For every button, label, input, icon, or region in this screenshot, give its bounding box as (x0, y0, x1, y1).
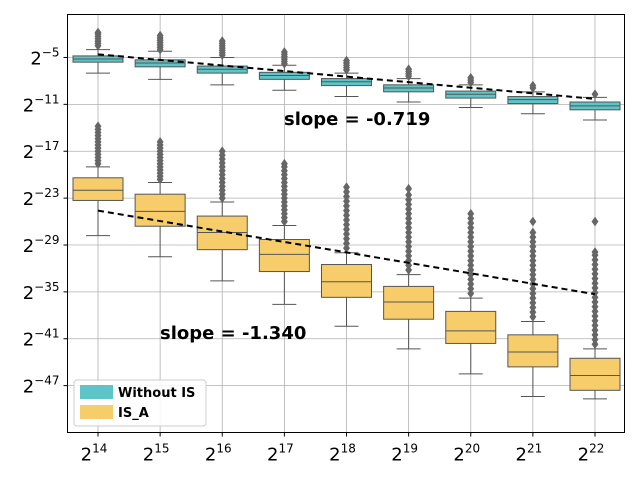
box-body (507, 334, 559, 368)
box-body (569, 357, 621, 391)
y-tick-label: 2−41 (23, 327, 60, 351)
y-tick-exponent: −35 (34, 280, 59, 294)
y-tick-label: 2−17 (23, 139, 60, 163)
trend-line-is-a (97, 209, 596, 296)
outlier-marker (467, 72, 475, 83)
x-tick-exponent: 16 (216, 442, 231, 456)
box-is-a (258, 158, 310, 305)
outlier-marker (156, 136, 164, 147)
outlier-marker (94, 27, 102, 38)
box-without-is (383, 64, 435, 103)
outlier-marker (218, 146, 226, 157)
box-body (383, 285, 435, 320)
box-body (72, 177, 124, 201)
outlier-marker (529, 227, 537, 238)
box-body (445, 310, 497, 344)
x-tick-exponent: 18 (341, 442, 356, 456)
y-tick-exponent: −23 (34, 186, 59, 200)
x-tick-label: 217 (267, 442, 294, 466)
x-tick-exponent: 22 (589, 442, 604, 456)
box-is-a (507, 216, 559, 398)
box-is-a (569, 216, 621, 400)
x-tick-exponent: 19 (403, 442, 418, 456)
outlier-marker (405, 64, 413, 75)
box-without-is (507, 80, 559, 115)
y-tick-exponent: −41 (34, 327, 59, 341)
outlier-marker (342, 55, 351, 66)
x-tick-label: 221 (516, 442, 543, 466)
outlier-marker (405, 190, 413, 200)
outlier-marker (280, 158, 288, 169)
outlier-marker (529, 80, 537, 91)
outlier-marker (405, 183, 413, 194)
box-without-is (134, 30, 186, 80)
outlier-marker (591, 89, 599, 100)
outlier-marker (467, 208, 475, 219)
legend-swatch-without-is (80, 385, 113, 399)
legend-label-is-a: IS_A (118, 406, 149, 421)
y-tick-label: 2−35 (23, 280, 60, 304)
y-tick-label: 2−5 (30, 45, 59, 69)
legend-swatch-is-a (80, 405, 113, 419)
box-without-is (72, 27, 124, 74)
y-tick-label: 2−23 (23, 186, 60, 210)
outlier-marker (280, 47, 288, 57)
box-without-is (196, 36, 248, 86)
y-tick-label: 2−11 (23, 92, 60, 116)
x-tick-exponent: 21 (527, 442, 542, 456)
y-tick-exponent: −11 (34, 92, 59, 106)
box-is-a (321, 182, 372, 327)
y-tick-exponent: −47 (34, 374, 59, 388)
outlier-marker (591, 216, 599, 227)
box-is-a (72, 121, 124, 237)
x-tick-label: 215 (143, 442, 170, 466)
legend: Without IS IS_A (73, 379, 207, 427)
slope-label-without-is: slope = -0.719 (284, 109, 430, 130)
x-tick-exponent: 20 (465, 442, 480, 456)
box-without-is (321, 55, 372, 98)
x-tick-exponent: 17 (278, 442, 293, 456)
legend-label-without-is: Without IS (118, 386, 195, 401)
x-tick-exponent: 15 (154, 442, 169, 456)
slope-label-is-a: slope = -1.340 (160, 323, 306, 344)
y-tick-exponent: −29 (34, 233, 59, 247)
outlier-marker (342, 182, 351, 193)
outlier-marker (218, 36, 226, 46)
x-tick-label: 219 (391, 442, 418, 466)
y-tick-exponent: −17 (34, 139, 59, 153)
box-body (321, 264, 372, 298)
trend-lines (97, 53, 596, 296)
box-without-is (445, 72, 497, 108)
box-is-a (196, 146, 248, 282)
x-tick-exponent: 14 (92, 442, 107, 456)
y-tick-label: 2−47 (23, 374, 60, 398)
outlier-marker (529, 216, 537, 227)
box-is-a (134, 136, 186, 258)
x-tick-label: 220 (453, 442, 480, 466)
outlier-marker (591, 247, 599, 257)
box-is-a (383, 183, 435, 350)
y-tick-label: 2−29 (23, 233, 60, 257)
trend-line-without-is (97, 53, 596, 100)
box-without-is (258, 47, 310, 91)
box-is-a (445, 208, 497, 375)
box-without-is (569, 89, 621, 121)
box-body (258, 239, 310, 273)
x-tick-label: 218 (329, 442, 356, 466)
x-tick-label: 222 (578, 442, 605, 466)
y-tick-exponent: −5 (42, 45, 60, 59)
x-tick-label: 216 (205, 442, 232, 466)
box-body (134, 193, 186, 227)
outlier-marker (156, 30, 164, 41)
box-groups (72, 27, 621, 400)
x-tick-label: 214 (81, 442, 108, 466)
outlier-marker (94, 121, 102, 132)
